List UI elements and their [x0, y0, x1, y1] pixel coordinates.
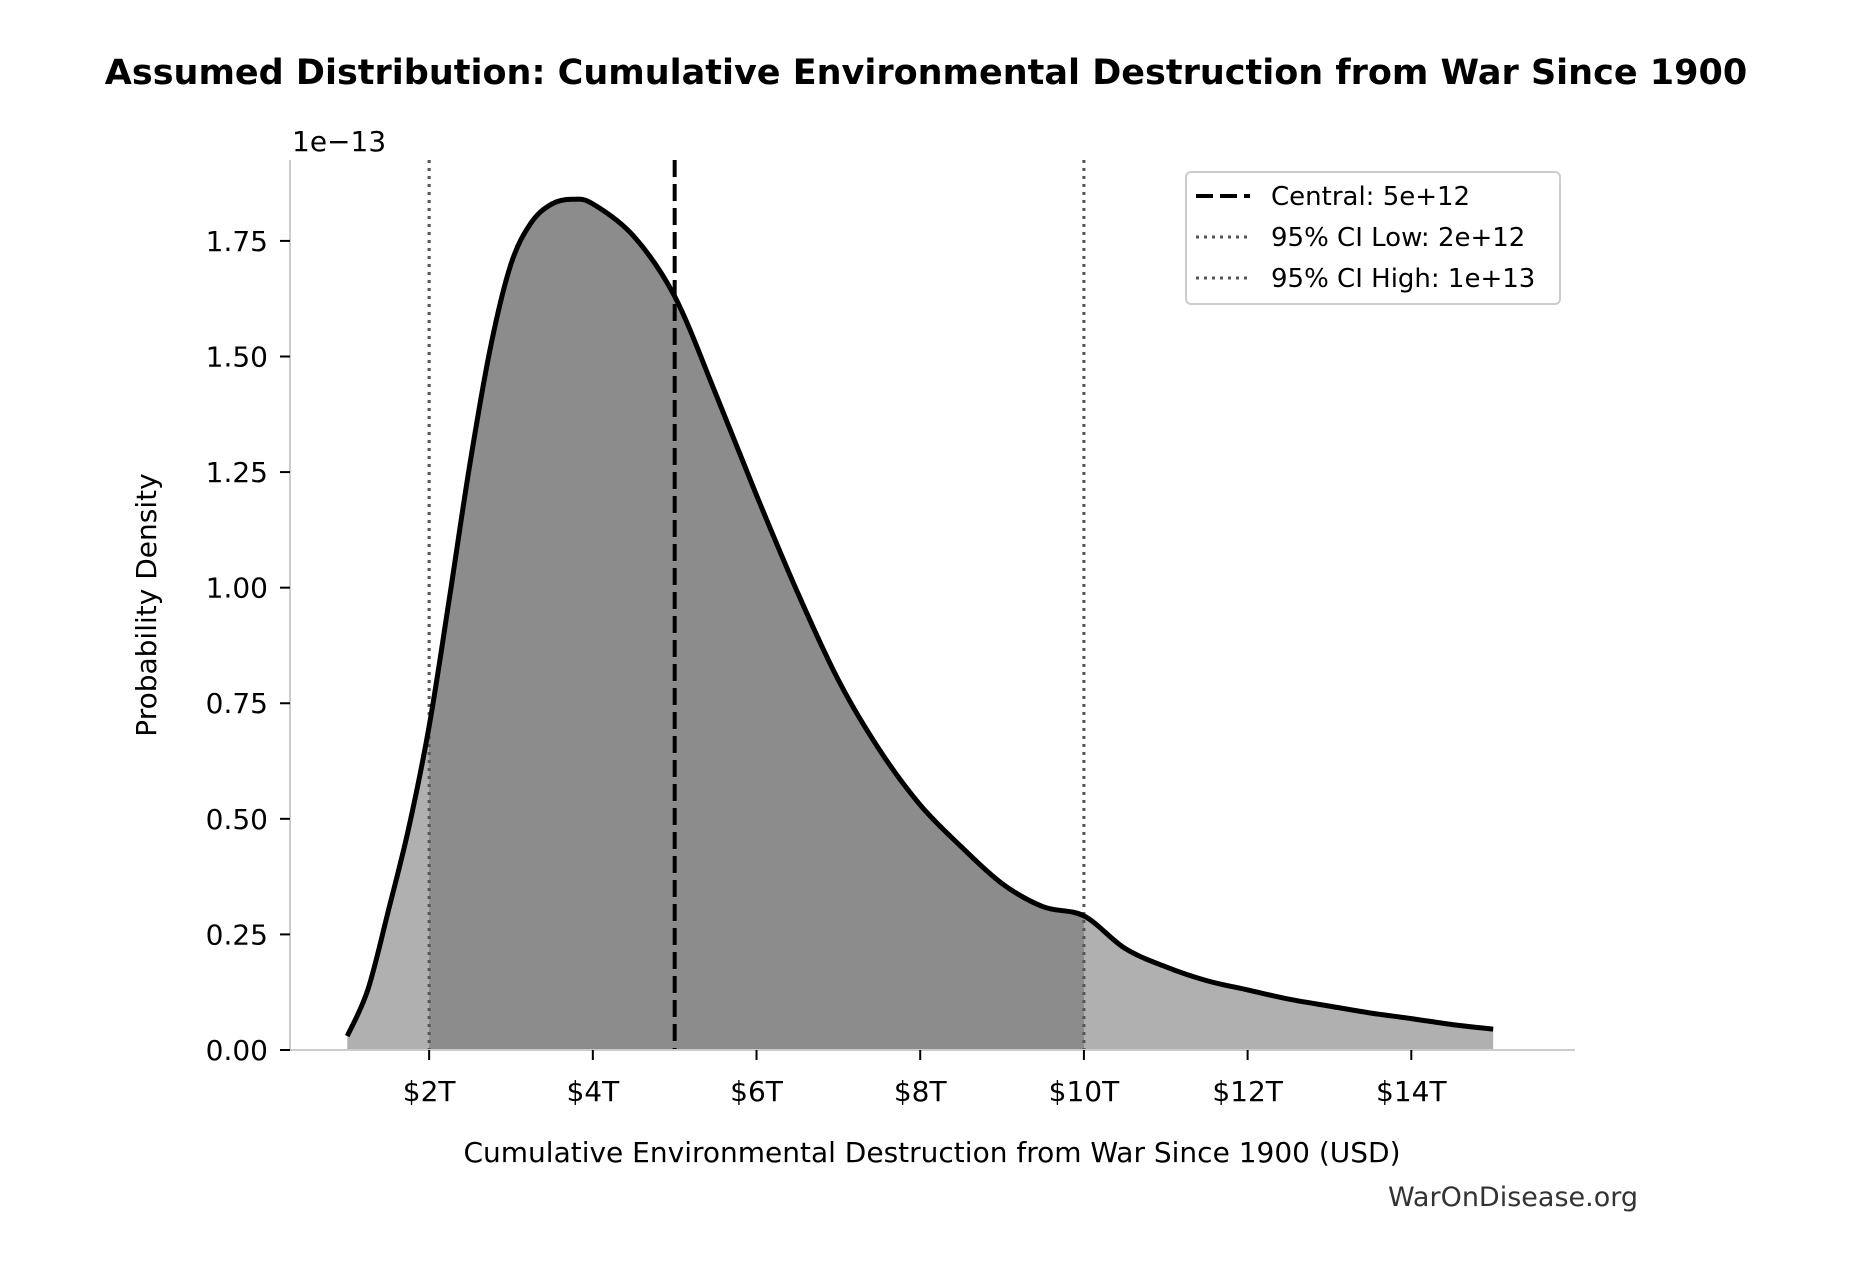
y-tick-label: 1.75: [206, 225, 268, 258]
legend-label-ci-low: 95% CI Low: 2e+12: [1271, 223, 1525, 253]
x-tick-label: $6T: [730, 1075, 784, 1108]
density-fill: [347, 199, 1494, 1051]
legend: Central: 5e+12 95% CI Low: 2e+12 95% CI …: [1185, 171, 1561, 305]
y-tick-label: 1.50: [206, 340, 268, 373]
y-axis-label: Probability Density: [130, 473, 163, 736]
x-tick-label: $10T: [1049, 1075, 1120, 1108]
y-tick-label: 0.50: [206, 803, 268, 836]
y-tick-label: 0.00: [206, 1034, 268, 1067]
x-axis-label: Cumulative Environmental Destruction fro…: [463, 1136, 1400, 1169]
y-tick-label: 0.25: [206, 918, 268, 951]
x-ticks: $2T $4T $6T $8T $10T $12T $14T: [403, 1050, 1447, 1108]
chart-title: Assumed Distribution: Cumulative Environ…: [105, 53, 1747, 93]
ci-area-fill: [429, 199, 1084, 1051]
x-tick-label: $14T: [1376, 1075, 1447, 1108]
legend-label-ci-high: 95% CI High: 1e+13: [1271, 264, 1535, 294]
y-tick-label: 1.25: [206, 456, 268, 489]
x-tick-label: $8T: [894, 1075, 948, 1108]
y-tick-label: 0.75: [206, 687, 268, 720]
density-curve-group: [345, 196, 1494, 1038]
y-offset-label: 1e−13: [292, 125, 386, 158]
watermark: WarOnDisease.org: [1388, 1182, 1638, 1213]
x-tick-label: $4T: [566, 1075, 620, 1108]
density-curve: [345, 196, 1494, 1038]
legend-label-central: Central: 5e+12: [1271, 182, 1470, 212]
y-ticks: 0.00 0.25 0.50 0.75 1.00 1.25 1.50 1.75: [206, 225, 290, 1067]
reference-lines: [427, 160, 1086, 1050]
x-tick-label: $2T: [403, 1075, 457, 1108]
y-tick-label: 1.00: [206, 572, 268, 605]
legend-box: [1185, 171, 1561, 305]
x-tick-label: $12T: [1212, 1075, 1283, 1108]
